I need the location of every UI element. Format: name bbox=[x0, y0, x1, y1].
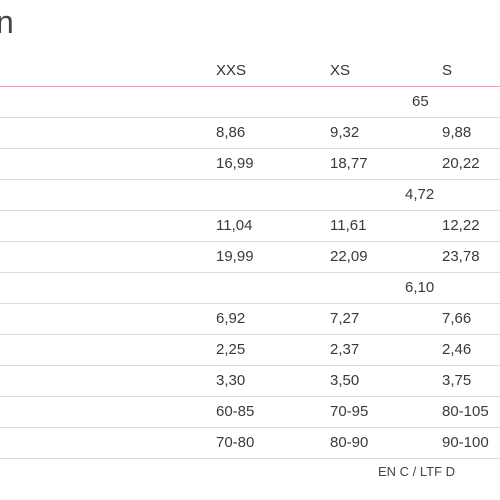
table-cell: 3,75 bbox=[442, 372, 472, 389]
table-cell: 7,66 bbox=[442, 310, 472, 327]
table-cell: 9,32 bbox=[330, 124, 360, 141]
table-cell: 16,99 bbox=[216, 155, 254, 172]
table-row: 11,04 11,61 12,22 bbox=[0, 211, 500, 242]
table-cell: 3,50 bbox=[330, 372, 360, 389]
table-cell: 80-90 bbox=[330, 434, 369, 451]
table-cell: 3,30 bbox=[216, 372, 246, 389]
column-header-xxs: XXS bbox=[216, 62, 247, 79]
row-divider bbox=[0, 334, 500, 335]
table-row: 4,72 bbox=[0, 180, 500, 211]
table-cell: 70-95 bbox=[330, 403, 369, 420]
column-header-xs: XS bbox=[330, 62, 351, 79]
table-cell: 70-80 bbox=[216, 434, 255, 451]
table-row: 2,25 2,37 2,46 bbox=[0, 335, 500, 366]
table-cell: 11,61 bbox=[330, 217, 367, 234]
table-cell: 22,09 bbox=[330, 248, 368, 265]
row-divider bbox=[0, 241, 500, 242]
table-cell: 2,37 bbox=[330, 341, 360, 358]
row-divider bbox=[0, 427, 500, 428]
table-cell: 2,46 bbox=[442, 341, 472, 358]
row-divider bbox=[0, 272, 500, 273]
row-divider bbox=[0, 210, 500, 211]
table-row: 19,99 22,09 23,78 bbox=[0, 242, 500, 273]
table-row: 70-80 80-90 90-100 bbox=[0, 428, 500, 459]
row-divider bbox=[0, 365, 500, 366]
row-divider bbox=[0, 303, 500, 304]
table-cell: 60-85 bbox=[216, 403, 255, 420]
table-cell: 18,77 bbox=[330, 155, 368, 172]
table-cell: 8,86 bbox=[216, 124, 246, 141]
row-divider bbox=[0, 458, 500, 459]
footer-note: EN C / LTF D bbox=[378, 464, 456, 479]
table-row: 60-85 70-95 80-105 bbox=[0, 397, 500, 428]
row-divider bbox=[0, 396, 500, 397]
table-row: 65 bbox=[0, 87, 500, 118]
table-row: 3,30 3,50 3,75 bbox=[0, 366, 500, 397]
table-row: 16,99 18,77 20,22 bbox=[0, 149, 500, 180]
table-row: 6,92 7,27 7,66 bbox=[0, 304, 500, 335]
header-divider bbox=[0, 86, 500, 87]
row-divider bbox=[0, 179, 500, 180]
table-cell: 90-100 bbox=[442, 434, 489, 451]
row-divider bbox=[0, 148, 500, 149]
table-cell-shared-value: 65 bbox=[412, 93, 429, 110]
column-header-s: S bbox=[442, 62, 453, 79]
table-cell: 80-105 bbox=[442, 403, 489, 420]
table-cell-shared-value: 4,72 bbox=[405, 186, 435, 203]
table-cell: 11,04 bbox=[216, 217, 253, 234]
table-cell: 20,22 bbox=[442, 155, 480, 172]
table-cell: 19,99 bbox=[216, 248, 254, 265]
row-divider bbox=[0, 117, 500, 118]
table-cell: 2,25 bbox=[216, 341, 246, 358]
table-cell: 9,88 bbox=[442, 124, 472, 141]
page-title: n bbox=[0, 4, 15, 40]
table-cell-shared-value: 6,10 bbox=[405, 279, 435, 296]
table-cell: 7,27 bbox=[330, 310, 360, 327]
table-cell: 23,78 bbox=[442, 248, 480, 265]
table-cell: 6,92 bbox=[216, 310, 246, 327]
table-row: 8,86 9,32 9,88 bbox=[0, 118, 500, 149]
table-cell: 12,22 bbox=[442, 217, 480, 234]
table-row: 6,10 bbox=[0, 273, 500, 304]
